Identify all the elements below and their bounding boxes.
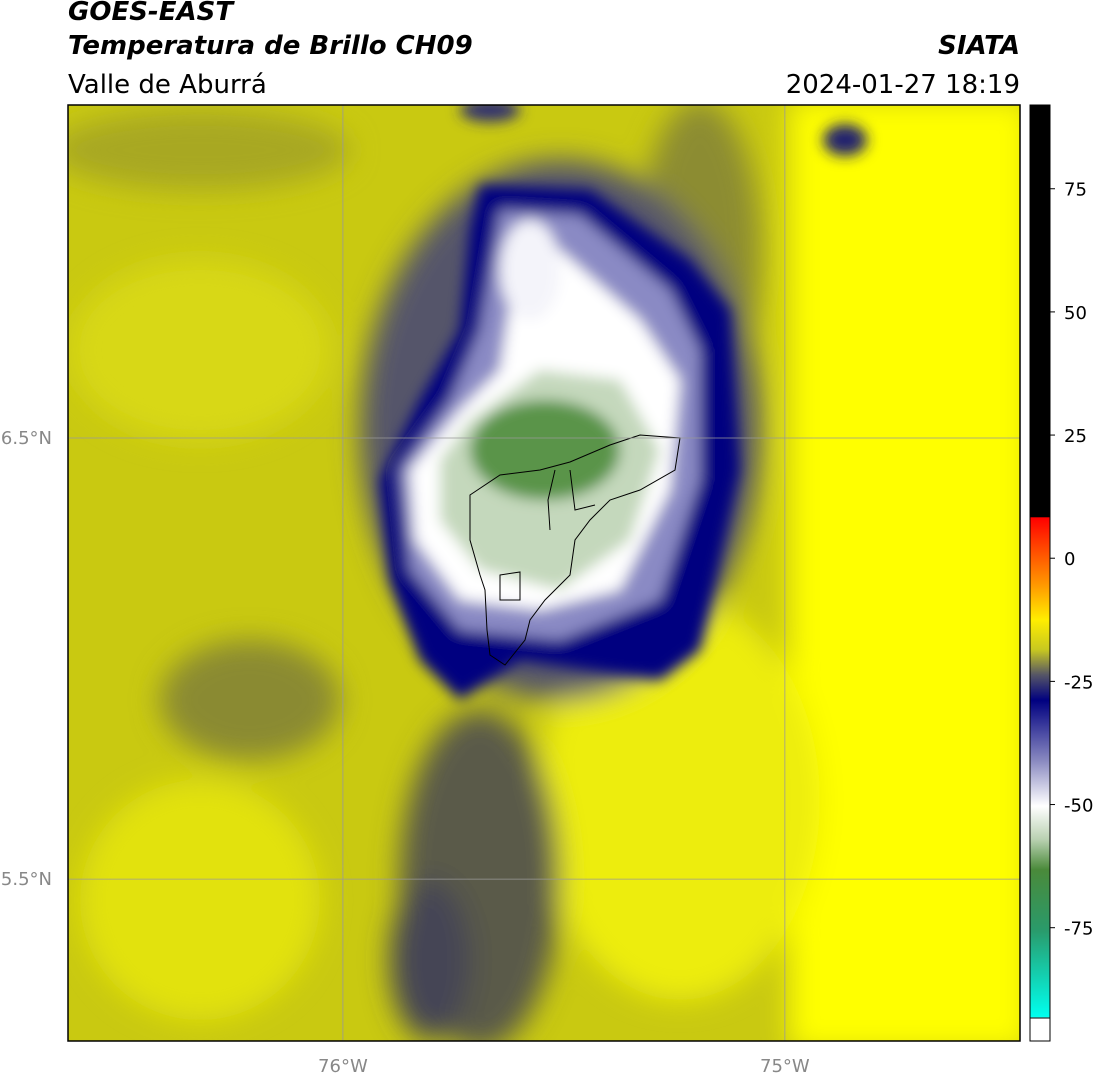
colorbar-tick-label: -75 — [1064, 919, 1093, 940]
source: SIATA — [938, 31, 1020, 61]
grid — [68, 105, 1020, 1041]
y-tick-label: 5.5°N — [1, 869, 52, 890]
colorbar-tick-label: -25 — [1064, 672, 1093, 693]
colorbar-tick-label: 50 — [1064, 303, 1087, 324]
colorbar — [1029, 104, 1051, 1042]
colorbar-tick-label: 25 — [1064, 426, 1087, 447]
colorbar-tick-label: -50 — [1064, 796, 1093, 817]
y-tick-label: 6.5°N — [1, 428, 52, 449]
subtitle: Temperatura de Brillo CH09 — [68, 31, 473, 61]
colorbar-tick-label: 0 — [1064, 549, 1075, 570]
map-frame — [67, 104, 1021, 1042]
x-tick-label: 76°W — [318, 1056, 368, 1077]
colorbar-tick-label: 75 — [1064, 180, 1087, 201]
datetime: 2024-01-27 18:19 — [786, 70, 1020, 100]
x-tick-label: 75°W — [760, 1056, 810, 1077]
map-image — [68, 105, 1020, 1041]
region: Valle de Aburrá — [68, 70, 267, 100]
title: GOES-EAST — [68, 0, 235, 27]
